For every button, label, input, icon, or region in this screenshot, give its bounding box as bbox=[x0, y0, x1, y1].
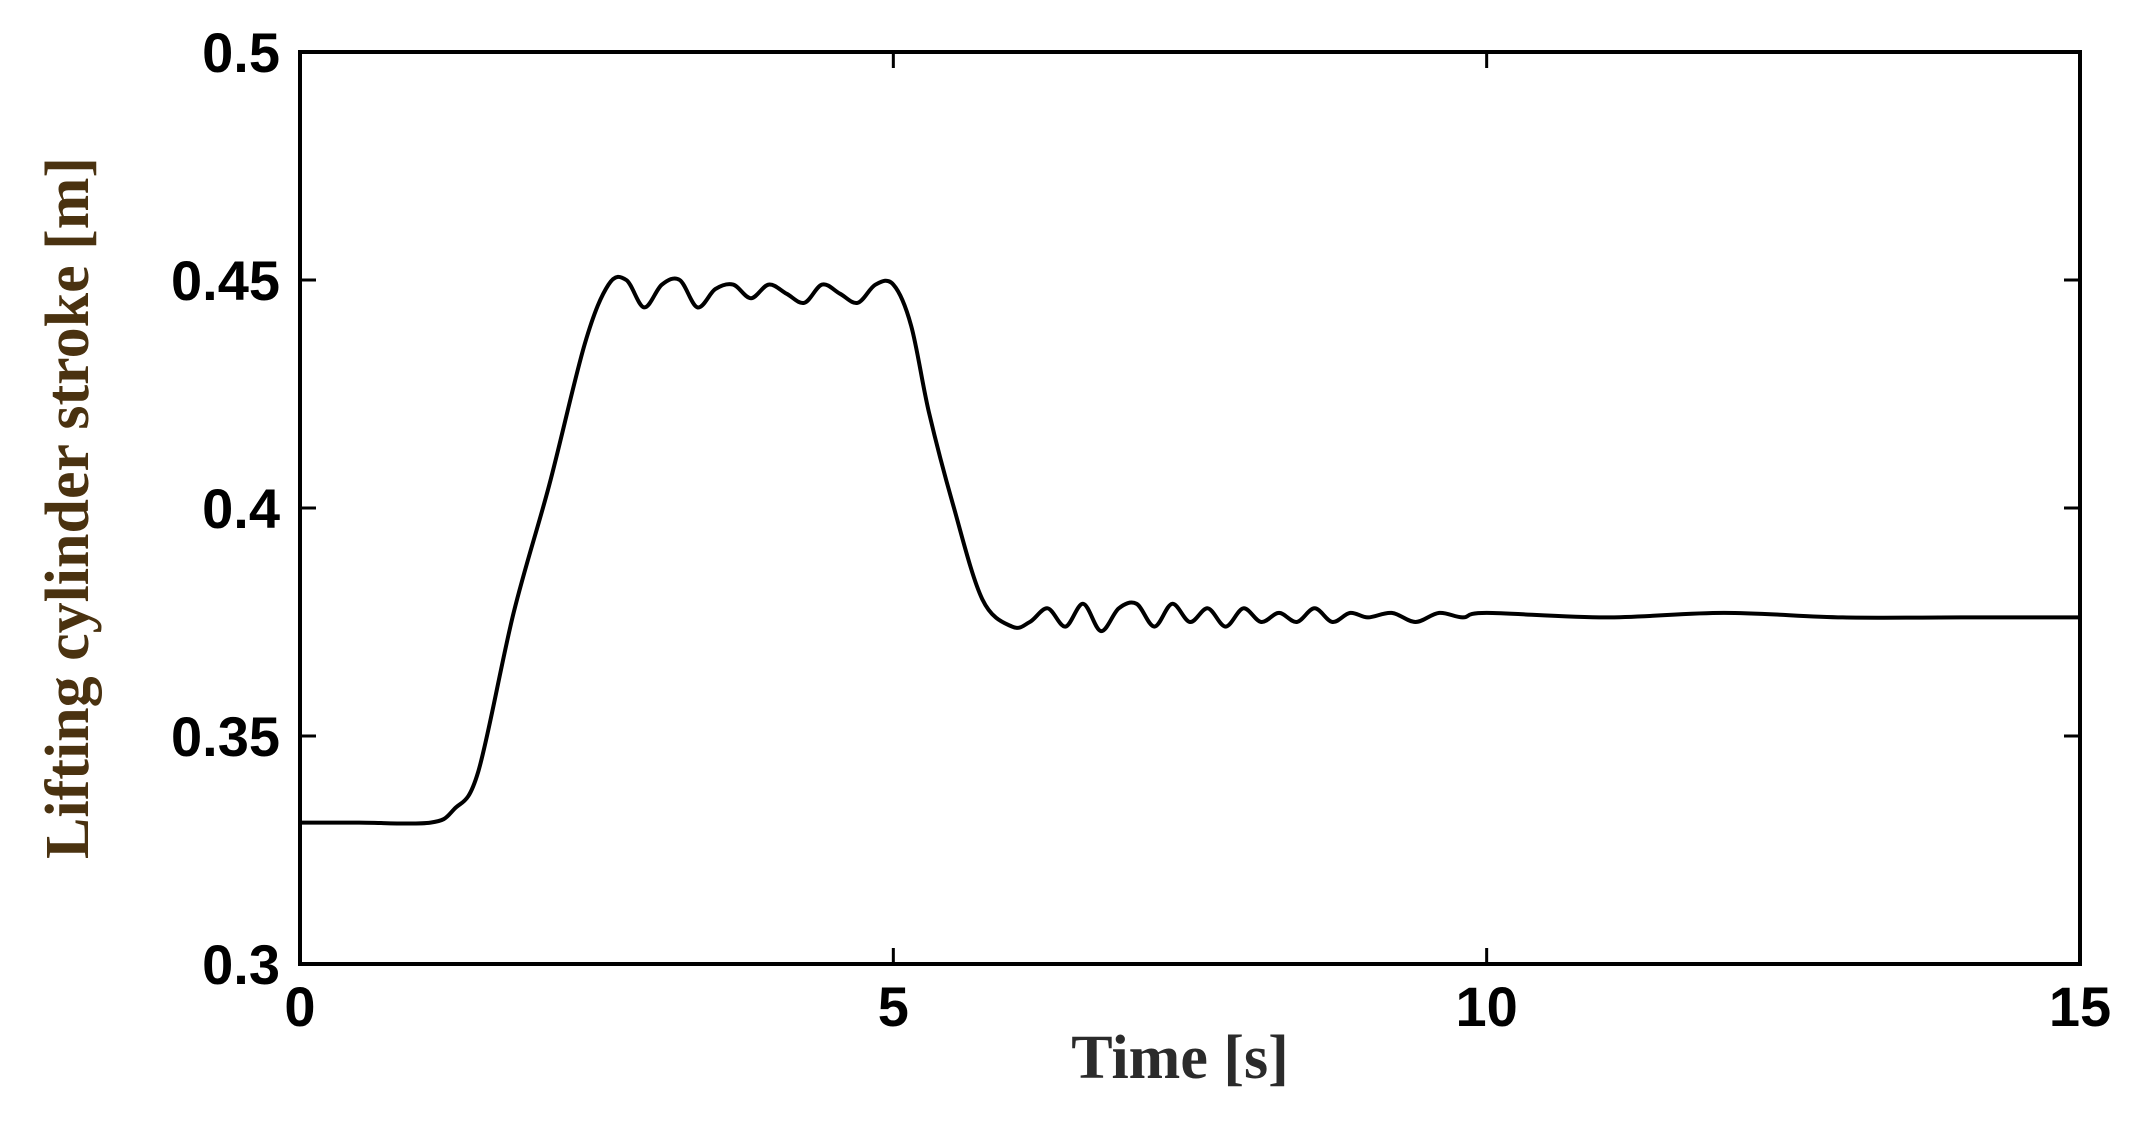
x-tick-label: 15 bbox=[2049, 975, 2111, 1038]
y-axis-title: Lifting cylinder stroke [m] bbox=[34, 157, 102, 859]
y-tick-label: 0.4 bbox=[202, 477, 280, 540]
series-line bbox=[298, 274, 2082, 826]
x-tick-label: 10 bbox=[1456, 975, 1518, 1038]
y-tick-label: 0.5 bbox=[202, 21, 280, 84]
y-tick-label: 0.45 bbox=[171, 249, 280, 312]
x-tick-label: 0 bbox=[284, 975, 315, 1038]
plot-frame bbox=[298, 50, 2082, 966]
x-ticks: 0 5 10 15 bbox=[284, 52, 2111, 1038]
x-tick-label: 5 bbox=[878, 975, 909, 1038]
y-tick-label: 0.35 bbox=[171, 705, 280, 768]
x-axis-title: Time [s] bbox=[1071, 1024, 1289, 1092]
y-ticks: 0.3 0.35 0.4 0.45 0.5 bbox=[171, 21, 2080, 996]
y-tick-label: 0.3 bbox=[202, 933, 280, 996]
